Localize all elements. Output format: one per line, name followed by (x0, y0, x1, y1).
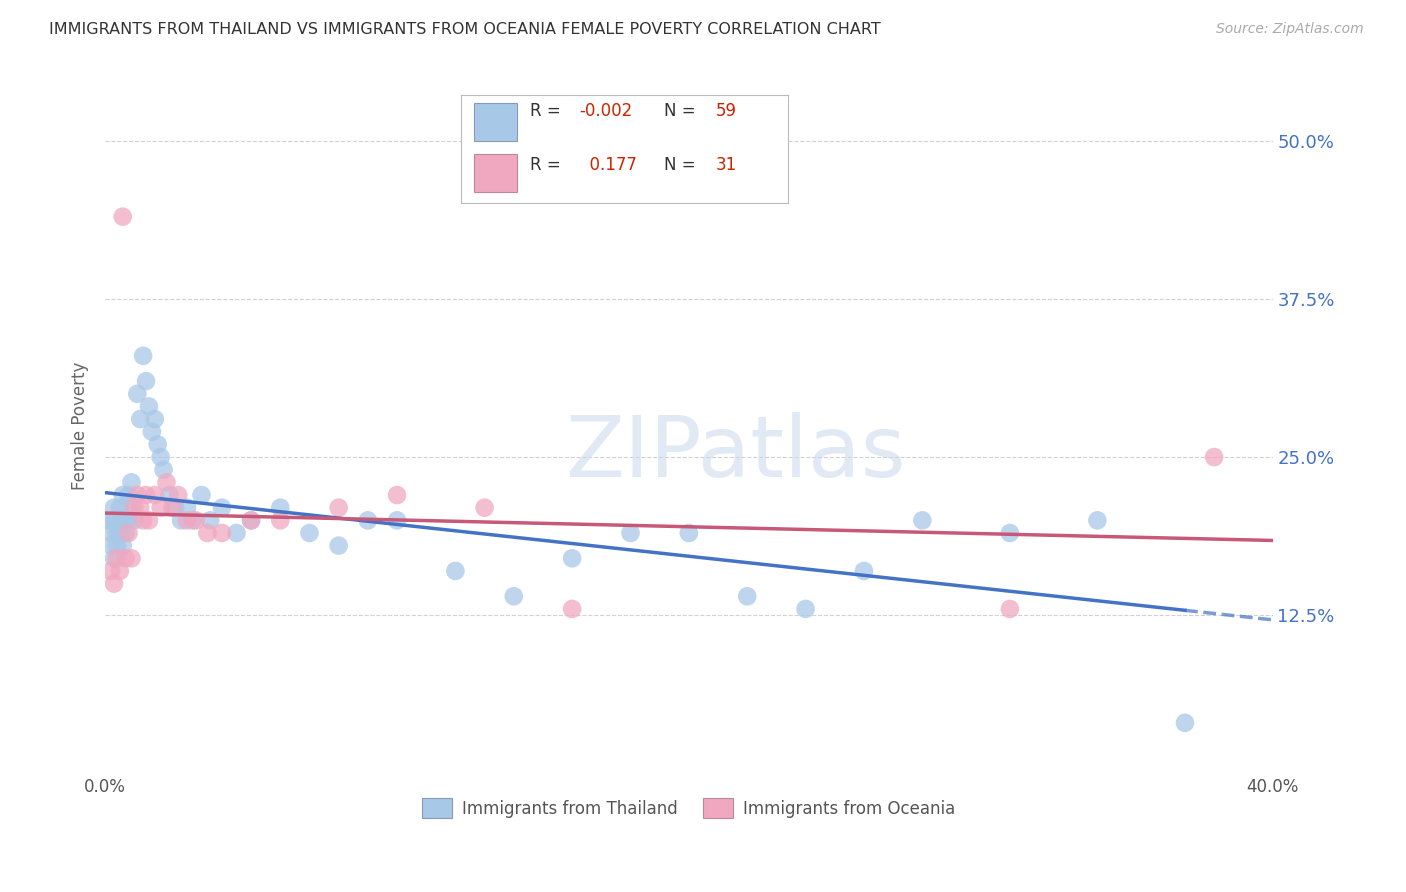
Point (225, 526, 247, 541)
Point (141, 425, 163, 439)
Point (111, 513, 134, 527)
Point (103, 576, 125, 591)
Point (121, 551, 143, 566)
Point (385, 513, 408, 527)
Point (117, 513, 139, 527)
Point (103, 500, 125, 515)
Point (149, 500, 172, 515)
Text: ZIPatlas: ZIPatlas (565, 412, 905, 495)
Point (138, 513, 160, 527)
Point (678, 526, 700, 541)
Point (135, 374, 157, 388)
Point (200, 513, 222, 527)
Text: IMMIGRANTS FROM THAILAND VS IMMIGRANTS FROM OCEANIA FEMALE POVERTY CORRELATION C: IMMIGRANTS FROM THAILAND VS IMMIGRANTS F… (49, 22, 882, 37)
Point (444, 564, 467, 578)
Point (103, 551, 125, 566)
Point (852, 564, 875, 578)
Point (561, 551, 583, 566)
Point (155, 475, 177, 490)
Point (298, 526, 321, 541)
Point (167, 488, 190, 502)
Point (100, 564, 122, 578)
Point (111, 539, 134, 553)
Point (129, 412, 152, 426)
Point (269, 513, 291, 527)
Point (132, 513, 155, 527)
Point (619, 526, 641, 541)
Point (152, 463, 174, 477)
Point (184, 513, 207, 527)
Y-axis label: Female Poverty: Female Poverty (72, 361, 89, 490)
Point (998, 602, 1021, 616)
Point (124, 500, 146, 515)
Point (143, 412, 166, 426)
Point (1174, 715, 1197, 730)
Point (157, 488, 180, 502)
Point (111, 488, 134, 502)
Point (794, 602, 817, 616)
Point (176, 500, 198, 515)
Point (735, 589, 758, 603)
Point (135, 488, 157, 502)
Point (1204, 450, 1226, 464)
Legend: Immigrants from Thailand, Immigrants from Oceania: Immigrants from Thailand, Immigrants fro… (416, 792, 962, 824)
Point (105, 513, 128, 527)
Point (117, 488, 139, 502)
Point (127, 488, 149, 502)
Point (561, 602, 583, 616)
Point (108, 526, 131, 541)
Point (240, 513, 263, 527)
Point (129, 500, 152, 515)
Point (121, 500, 143, 515)
Point (100, 539, 122, 553)
Point (328, 500, 350, 515)
Point (100, 526, 122, 541)
Point (195, 526, 218, 541)
Point (105, 539, 128, 553)
Point (103, 513, 125, 527)
Text: Source: ZipAtlas.com: Source: ZipAtlas.com (1216, 22, 1364, 37)
Point (190, 488, 212, 502)
Point (162, 500, 184, 515)
Point (357, 513, 380, 527)
Point (108, 564, 131, 578)
Point (181, 513, 204, 527)
Point (211, 526, 233, 541)
Point (385, 488, 408, 502)
Point (911, 513, 934, 527)
Point (105, 526, 128, 541)
Point (124, 513, 146, 527)
Point (97, 513, 120, 527)
Point (114, 551, 136, 566)
Point (127, 386, 149, 401)
Point (108, 500, 131, 515)
Point (149, 450, 172, 464)
Point (998, 526, 1021, 541)
Point (165, 500, 187, 515)
Point (328, 539, 350, 553)
Point (269, 500, 291, 515)
Point (474, 500, 496, 515)
Point (121, 475, 143, 490)
Point (176, 513, 198, 527)
Point (108, 513, 131, 527)
Point (132, 349, 155, 363)
Point (117, 526, 139, 541)
Point (114, 513, 136, 527)
Point (111, 210, 134, 224)
Point (146, 437, 169, 451)
Point (170, 513, 193, 527)
Point (143, 488, 166, 502)
Point (138, 400, 160, 414)
Point (502, 589, 524, 603)
Point (1087, 513, 1109, 527)
Point (105, 551, 128, 566)
Point (240, 513, 263, 527)
Point (211, 500, 233, 515)
Point (114, 526, 136, 541)
